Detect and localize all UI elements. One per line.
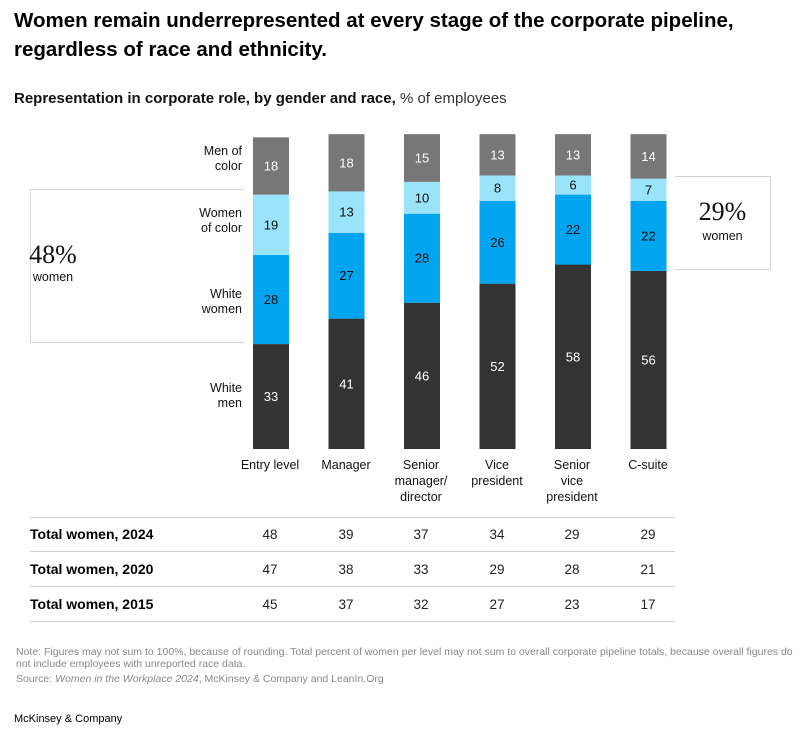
- category-label-senior-manager: Senior manager/ director: [394, 458, 448, 504]
- bar-segment-women-of-color: [555, 175, 591, 195]
- bar-value-label: 46: [415, 368, 429, 383]
- bar-value-label: 18: [339, 155, 353, 170]
- table-divider: [30, 517, 675, 518]
- table-cell: 48: [262, 527, 278, 542]
- bar-segment-men-of-color: [555, 134, 591, 176]
- bar-segment-men-of-color: [404, 134, 440, 182]
- series-label-white-women: White women: [201, 287, 242, 316]
- table-cell: 37: [413, 527, 429, 542]
- bar-value-label: 15: [415, 151, 429, 166]
- series-label-white-men: White men: [210, 381, 242, 410]
- category-label-entry-level: Entry level: [240, 458, 300, 472]
- stacked-bar-chart: 33 28 19 18 41 27 13 18 46 28 10 15 52 26 8 13 58 22 6 13 56…: [253, 134, 667, 449]
- source-title: Women in the Workplace 2024: [55, 673, 199, 685]
- bar-segment-white-women: [555, 194, 591, 265]
- table-divider: [30, 586, 675, 587]
- table-cell: 34: [489, 527, 505, 542]
- bar-value-label: 28: [264, 292, 278, 307]
- chart-title: Women remain underrepresented at every s…: [14, 9, 734, 61]
- category-label-c-suite: C-suite: [628, 458, 668, 472]
- callout-right-label: women: [702, 229, 743, 243]
- bar-segment-white-women: [253, 255, 289, 345]
- brand-logo-text: McKinsey & Company: [14, 713, 123, 725]
- table-divider: [30, 621, 675, 622]
- bar-value-label: 52: [490, 359, 504, 374]
- bar-value-label: 18: [264, 158, 278, 173]
- bar-segment-white-men: [555, 264, 591, 449]
- series-label-men-of-color: Men of color: [203, 144, 242, 173]
- series-label-women-of-color: Women of color: [199, 206, 242, 235]
- bar-value-label: 22: [641, 228, 655, 243]
- category-label-senior-vp: Senior vice president: [546, 458, 598, 504]
- table-cell: 27: [489, 597, 505, 612]
- bar-value-label: 26: [490, 235, 504, 250]
- footnote: Note: Figures may not sum to 100%, becau…: [16, 646, 793, 670]
- bar-segment-men-of-color: [253, 137, 289, 195]
- source-line: Source: Women in the Workplace 2024, McK…: [16, 673, 384, 685]
- bar-value-label: 8: [494, 181, 501, 196]
- table-row-label: Total women, 2024: [30, 526, 154, 542]
- bar-segment-women-of-color: [253, 194, 289, 256]
- table-cell: 28: [564, 562, 580, 577]
- bar-segment-white-women: [479, 200, 516, 284]
- table-row-label: Total women, 2015: [30, 596, 154, 612]
- bar-segment-men-of-color: [479, 134, 516, 176]
- bar-segment-women-of-color: [328, 191, 365, 233]
- callout-right-value: 29%: [698, 197, 747, 226]
- bar-segment-men-of-color: [328, 134, 365, 192]
- bar-value-label: 27: [339, 268, 353, 283]
- bar-segment-white-women: [328, 232, 365, 319]
- bar-value-label: 13: [566, 147, 580, 162]
- bar-segment-women-of-color: [404, 181, 440, 214]
- bar-segment-white-women: [630, 200, 667, 271]
- bar-value-label: 56: [641, 352, 655, 367]
- bar-segment-white-women: [404, 213, 440, 303]
- bar-value-label: 19: [264, 217, 278, 232]
- table-cell: 17: [640, 597, 656, 612]
- bar-value-label: 7: [645, 182, 652, 197]
- table-row-label: Total women, 2020: [30, 561, 154, 577]
- category-label-vice-president: Vice president: [471, 458, 523, 488]
- table-cell: 39: [338, 527, 354, 542]
- bar-segment-white-men: [479, 283, 516, 449]
- category-label-manager: Manager: [321, 458, 371, 472]
- bar-segment-men-of-color: [630, 134, 667, 179]
- bar-segment-white-men: [630, 270, 667, 449]
- table-cell: 21: [640, 562, 656, 577]
- bar-value-label: 13: [339, 205, 353, 220]
- table-cell: 29: [564, 527, 580, 542]
- bar-segment-white-men: [253, 344, 289, 449]
- callout-left-label: women: [32, 270, 74, 284]
- bar-value-label: 6: [569, 178, 576, 193]
- table-cell: 23: [564, 597, 580, 612]
- bar-segment-women-of-color: [630, 178, 667, 201]
- table-divider: [30, 551, 675, 552]
- table-cell: 29: [640, 527, 656, 542]
- bar-value-label: 33: [264, 389, 278, 404]
- table-cell: 38: [338, 562, 354, 577]
- bar-value-label: 13: [490, 147, 504, 162]
- chart-subtitle: Representation in corporate role, by gen…: [14, 90, 507, 107]
- subtitle-text: Representation in corporate role, by gen…: [14, 90, 396, 107]
- bar-value-label: 58: [566, 349, 580, 364]
- bar-segment-white-men: [328, 318, 365, 449]
- table-cell: 45: [262, 597, 278, 612]
- bar-value-label: 28: [415, 251, 429, 266]
- callout-right-box: 29% women: [675, 176, 771, 270]
- callout-left-box: 48% women: [29, 189, 244, 343]
- bar-value-label: 14: [641, 149, 655, 164]
- table-cell: 32: [413, 597, 429, 612]
- table-cell: 29: [489, 562, 505, 577]
- bar-value-label: 22: [566, 222, 580, 237]
- bar-value-label: 10: [415, 190, 429, 205]
- subtitle-unit: % of employees: [399, 90, 507, 107]
- table-cell: 33: [413, 562, 429, 577]
- bar-segment-white-men: [404, 302, 440, 449]
- callout-left-value: 48%: [29, 240, 77, 269]
- table-cell: 37: [338, 597, 354, 612]
- table-cell: 47: [262, 562, 278, 577]
- bar-value-label: 41: [339, 376, 353, 391]
- bar-segment-women-of-color: [479, 175, 516, 201]
